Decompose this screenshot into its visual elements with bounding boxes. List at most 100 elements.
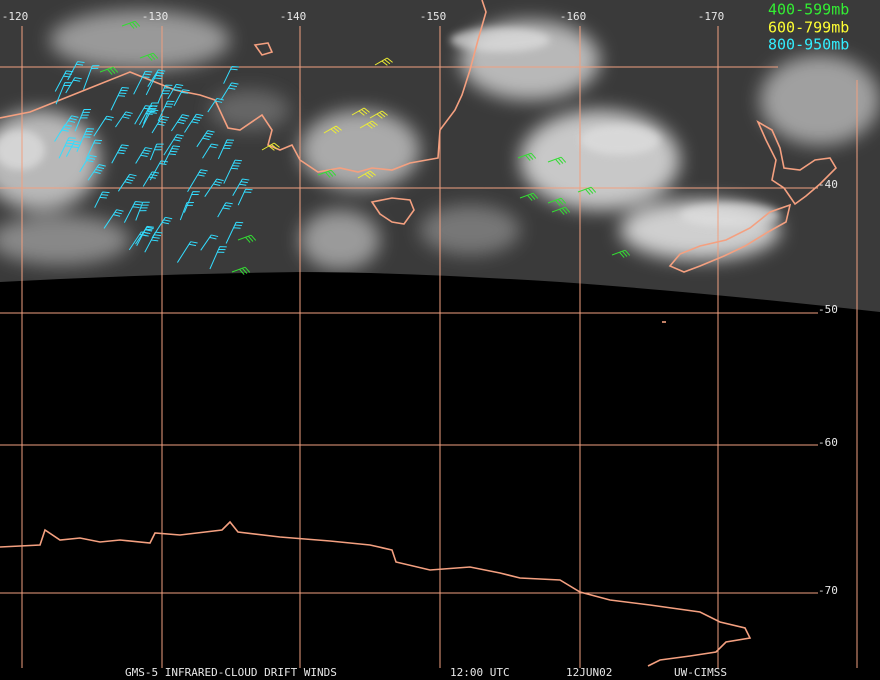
footer: GMS-5 INFRARED-CLOUD DRIFT WINDS 12:00 U… (125, 666, 727, 679)
wind-barb (517, 152, 537, 161)
wind-barbs (54, 20, 631, 275)
wind-barb (196, 130, 215, 148)
wind-barb (115, 111, 133, 128)
lon-label: -120 (2, 10, 29, 23)
wind-barb (54, 70, 74, 92)
product-name: GMS-5 INFRARED-CLOUD DRIFT WINDS (125, 666, 337, 679)
wind-barb (519, 192, 539, 201)
wind-barb (374, 57, 393, 66)
wind-barb (151, 216, 173, 239)
wind-barb (225, 221, 244, 244)
wind-barb (611, 249, 631, 258)
wind-barb (231, 266, 251, 275)
wind-barb (163, 145, 181, 164)
lon-label: -150 (420, 10, 447, 23)
wind-barb (123, 200, 143, 223)
wind-barb (117, 173, 137, 192)
lon-label: -130 (142, 10, 169, 23)
wind-barb (133, 70, 153, 95)
wind-barb (167, 83, 184, 100)
wind-barb (143, 102, 159, 124)
wind-barb (217, 202, 233, 218)
wind-barb (323, 125, 342, 134)
wind-barb (547, 156, 567, 165)
wind-barb (237, 234, 257, 243)
wind-barb (357, 170, 376, 179)
wind-barb (184, 113, 204, 133)
wind-barb (183, 191, 200, 213)
wind-barb (135, 226, 154, 245)
wind-barb (209, 246, 227, 270)
wind-barb (141, 109, 159, 128)
wind-barb (149, 160, 168, 181)
time: 12:00 UTC (450, 666, 510, 679)
tasmania-coast (370, 197, 415, 225)
date: 12JUN02 (566, 666, 612, 679)
nz-north-island (756, 120, 838, 206)
wind-barb (144, 231, 163, 253)
wind-barb (55, 82, 72, 105)
wind-barb (79, 154, 97, 173)
wind-barb (204, 178, 224, 197)
wind-barb (93, 115, 114, 137)
wind-barb (87, 164, 106, 181)
wind-barb (223, 65, 239, 84)
lat-label: -60 (818, 436, 838, 449)
lon-label: -160 (560, 10, 587, 23)
wind-barb (142, 171, 160, 187)
lat-label: -70 (818, 584, 838, 597)
wind-barb (94, 191, 110, 208)
wind-barb (317, 169, 337, 178)
kangaroo-island (253, 42, 274, 56)
wind-barb (547, 197, 567, 206)
legend-entry: 400-599mb (768, 1, 849, 19)
wind-barb (99, 66, 119, 75)
wind-barb (202, 143, 219, 159)
legend-entry: 800-950mb (768, 36, 849, 54)
latitude-labels: -40 -50 -60 -70 (818, 178, 838, 597)
lat-label: -40 (818, 178, 838, 191)
wind-barb (551, 206, 571, 215)
longitude-labels: -120 -130 -140 -150 -160 -170 (2, 10, 725, 23)
wind-barb (176, 241, 198, 263)
lat-label: -50 (818, 303, 838, 316)
wind-barb (157, 100, 175, 122)
wind-barb (187, 169, 208, 193)
wind-barb (135, 147, 153, 164)
wind-barb (232, 178, 250, 196)
wind-barb (163, 134, 184, 156)
wind-barb (200, 234, 219, 251)
wind-barb (111, 144, 129, 164)
lon-label: -140 (280, 10, 307, 23)
wind-barb (207, 97, 224, 113)
wind-barb (223, 159, 242, 184)
wind-barb (359, 120, 378, 129)
wind-barb (139, 52, 159, 61)
coastlines (0, 0, 838, 667)
wind-barb (76, 128, 95, 152)
legend-entry: 600-799mb (768, 19, 849, 37)
wind-barb (74, 108, 91, 132)
wind-barb (121, 20, 141, 29)
wind-barb (83, 65, 100, 90)
wind-barb (65, 141, 82, 157)
wind-barb (135, 201, 150, 221)
lon-label: -170 (698, 10, 725, 23)
australia-coast (0, 0, 487, 173)
antarctica-coast (0, 520, 752, 667)
wind-barb (149, 143, 164, 161)
wind-barb (157, 84, 173, 104)
wind-barb (59, 115, 79, 134)
nz-south-island (668, 203, 792, 273)
source: UW-CIMSS (674, 666, 727, 679)
wind-barb (58, 137, 76, 159)
wind-barb (217, 139, 235, 160)
wind-barb (577, 186, 597, 195)
grid (0, 26, 858, 668)
wind-barb (351, 107, 370, 116)
wind-barb (173, 89, 190, 107)
wind-barb (171, 114, 190, 132)
wind-barb (237, 188, 253, 206)
wind-barb (110, 87, 129, 111)
wind-barb (369, 110, 388, 119)
